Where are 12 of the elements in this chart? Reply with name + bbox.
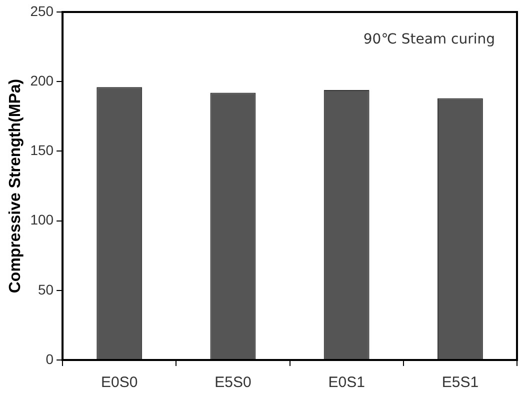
y-axis-title: Compressive Strength(MPa) [7, 78, 24, 294]
y-tick-label: 150 [30, 142, 54, 158]
x-tick-label: E0S0 [101, 374, 138, 392]
x-tick-label: E5S1 [442, 374, 479, 392]
y-tick-label: 100 [30, 212, 54, 228]
x-tick-label: E0S1 [328, 374, 365, 392]
y-tick-label: 0 [46, 350, 54, 367]
y-tick-label: 200 [30, 72, 54, 88]
y-tick-label: 50 [38, 281, 54, 298]
annotation: 90℃ Steam curing [363, 32, 495, 48]
x-tick-label: E5S0 [214, 374, 252, 392]
y-tick-label: 250 [30, 2, 54, 19]
